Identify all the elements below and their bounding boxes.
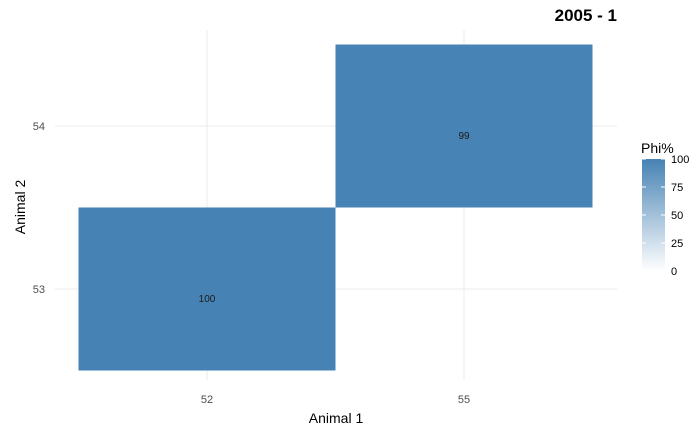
legend-tick-label: 25 bbox=[671, 238, 683, 250]
legend-colorbar bbox=[642, 159, 665, 271]
y-axis-title: Animal 2 bbox=[12, 180, 28, 235]
legend-tick-label: 75 bbox=[671, 182, 683, 194]
heatmap-cells bbox=[78, 44, 593, 371]
heatmap-cell-52-53 bbox=[78, 207, 336, 371]
y-tick-label: 54 bbox=[33, 121, 45, 133]
chart-title: 2005 - 1 bbox=[555, 6, 617, 25]
y-axis-ticks: 53 54 bbox=[33, 121, 45, 296]
cell-value-label: 99 bbox=[458, 131, 470, 142]
x-tick-label: 55 bbox=[458, 394, 470, 406]
x-tick-label: 52 bbox=[201, 394, 213, 406]
legend-tick-label: 0 bbox=[671, 266, 677, 278]
x-axis-title: Animal 1 bbox=[309, 410, 364, 426]
color-legend: Phi% 0 25 50 75 100 bbox=[641, 140, 689, 278]
heatmap-cell-55-54 bbox=[335, 44, 593, 208]
y-tick-label: 53 bbox=[33, 284, 45, 296]
cell-labels: 100 99 bbox=[199, 131, 470, 305]
legend-tick-label: 100 bbox=[671, 154, 689, 166]
legend-ticks: 0 25 50 75 100 bbox=[642, 154, 689, 278]
legend-title: Phi% bbox=[641, 140, 674, 156]
legend-tick-label: 50 bbox=[671, 210, 683, 222]
x-axis-ticks: 52 55 bbox=[201, 394, 470, 406]
cell-value-label: 100 bbox=[199, 294, 216, 305]
